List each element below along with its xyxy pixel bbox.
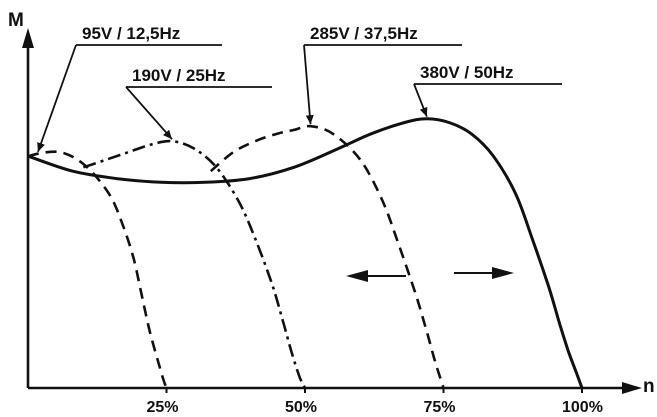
series-label-3: 285V / 37,5Hz (310, 24, 418, 43)
x-tick-label: 75% (424, 399, 456, 416)
x-tick-group: 25% 50% 75% 100% (147, 388, 603, 416)
right-arrow-head (492, 267, 514, 279)
series-leader-line (303, 44, 312, 125)
series-leader-arrowhead (163, 129, 172, 140)
x-tick-label: 100% (562, 399, 603, 416)
series-leader-arrowhead (305, 114, 314, 125)
axes (22, 28, 642, 394)
curve-2 (82, 139, 307, 389)
series-leader-arrowhead (419, 106, 428, 117)
x-tick-label: 25% (147, 399, 179, 416)
curve-4 (27, 117, 584, 389)
series-label-group: 95V / 12,5Hz 190V / 25Hz 285V / 37,5Hz 380V… (82, 24, 514, 85)
series-label-1: 95V / 12,5Hz (82, 24, 180, 43)
shift-arrows (346, 267, 514, 282)
curve-3 (209, 124, 445, 389)
x-axis-arrowhead (622, 382, 642, 394)
curve-1 (27, 150, 168, 389)
series-leader-line (125, 86, 173, 140)
y-axis-label: M (8, 10, 24, 31)
x-tick-label: 50% (285, 399, 317, 416)
y-axis-arrowhead (22, 28, 34, 48)
series-label-4: 380V / 50Hz (420, 63, 514, 82)
x-axis-label: n (643, 376, 655, 397)
series-label-2: 190V / 25Hz (132, 66, 226, 85)
left-arrow-head (346, 270, 368, 282)
leader-group (37, 44, 562, 153)
series-leader-arrowhead (37, 142, 45, 152)
series-leader-line (37, 44, 77, 153)
curve-group (27, 117, 584, 389)
